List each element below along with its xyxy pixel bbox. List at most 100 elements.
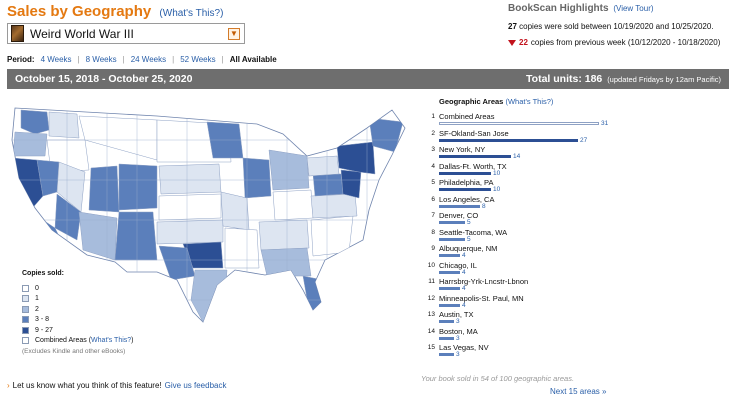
area-rank: 2 [431,129,435,137]
area-bar [439,138,578,142]
region-kansas [158,193,222,221]
area-value: 8 [482,202,486,210]
region-albuquerque [114,211,158,261]
total-units: Total units: 186 (updated Fridays by 12a… [526,73,721,85]
area-bar [439,122,599,125]
area-row[interactable]: 1 Combined Areas 31 [425,110,625,127]
legend-item: 3 - 8 [22,315,134,325]
legend-item: 0 [22,283,134,293]
weekly-copies-text: copies were sold between 10/19/2020 and … [519,22,714,31]
area-row[interactable]: 6 Los Angeles, CA 8 [425,193,625,210]
area-bar [439,287,460,290]
area-bar [439,336,454,340]
total-units-label: Total units: 186 [526,73,603,85]
area-row[interactable]: 14 Boston, MA 3 [425,325,625,342]
area-row[interactable]: 4 Dallas-Ft. Worth, TX 10 [425,160,625,177]
area-row[interactable]: 5 Philadelphia, PA 10 [425,176,625,193]
area-name: Harrsbrg-Yrk-Lncstr-Lbnon [439,277,529,286]
weekly-copies: 27 [508,22,517,31]
map-legend: Copies sold: 0 1 2 3 - 8 9 - 27 Combined… [22,270,134,355]
whats-this-link[interactable]: What's This? [162,8,221,19]
region-pittsburgh [306,155,340,177]
legend-item: 2 [22,304,134,314]
region-seattle [20,109,50,135]
book-cover-thumbnail [11,25,24,42]
area-row[interactable]: 10 Chicago, IL 4 [425,259,625,276]
divider: | [122,55,125,64]
region-harrisburg [312,173,344,197]
down-arrow-icon [508,39,516,46]
area-value: 4 [462,252,466,259]
area-value: 3 [456,318,460,325]
area-row[interactable]: 7 Denver, CO 5 [425,209,625,226]
divider: | [172,55,175,64]
highlight-week-change: 22 copies from previous week (10/12/2020… [508,38,720,47]
legend-swatch [22,305,29,313]
area-row[interactable]: 12 Minneapolis-St. Paul, MN 4 [425,292,625,309]
areas-title: Geographic Areas (What's This?) [439,97,553,106]
area-value: 10 [493,186,501,193]
areas-whats-this: (What's This?) [505,97,554,106]
summary-bar: October 15, 2018 - October 25, 2020 Tota… [7,69,729,89]
area-name: Los Angeles, CA [439,194,495,204]
period-all-available[interactable]: All Available [229,55,277,64]
page-title-text: Sales by Geography [7,3,152,20]
highlight-weekly-sales: 27 copies were sold between 10/19/2020 a… [508,22,714,31]
view-tour-link[interactable]: View Tour [616,4,651,13]
legend-label: 2 [35,305,39,313]
period-selector: Period: 4 Weeks | 8 Weeks | 24 Weeks | 5… [7,55,277,64]
area-name: Combined Areas [439,112,495,121]
area-row[interactable]: 8 Seattle-Tacoma, WA 5 [425,226,625,243]
period-4-weeks[interactable]: 4 Weeks [40,55,72,64]
legend-item: 1 [22,294,134,304]
give-feedback-link[interactable]: Give us feedback [164,381,227,390]
combined-whats-this-link[interactable]: What's This? [91,337,132,344]
book-select[interactable]: Weird World War III ▼ [7,23,245,44]
region-nashville [258,219,310,251]
areas-whats-this-link[interactable]: What's This? [507,97,551,106]
area-rank: 15 [427,344,435,351]
week-change-count: 22 [519,38,528,47]
period-8-weeks[interactable]: 8 Weeks [85,55,117,64]
area-value: 14 [513,153,521,160]
us-map[interactable] [7,100,419,350]
area-name: Philadelphia, PA [439,178,494,187]
region-omaha [158,163,222,195]
next-areas-link[interactable]: Next 15 areas » [550,387,607,396]
area-value: 4 [462,301,466,309]
area-value: 5 [467,219,471,226]
area-value: 3 [456,351,460,358]
area-name: Seattle-Tacoma, WA [439,227,508,237]
period-24-weeks[interactable]: 24 Weeks [130,55,167,64]
legend-label: 0 [35,284,39,292]
area-rank: 7 [431,212,435,219]
area-row[interactable]: 13 Austin, TX 3 [425,308,625,325]
area-bar [439,155,511,158]
chevron-down-icon[interactable]: ▼ [228,27,240,40]
area-row[interactable]: 9 Albuquerque, NM 4 [425,242,625,259]
region-spokane [48,111,80,139]
area-row[interactable]: 11 Harrsbrg-Yrk-Lncstr-Lbnon 4 [425,275,625,292]
region-ohio [272,189,314,221]
area-row[interactable]: 2 SF-Okland-San Jose 27 [425,127,625,144]
week-change-text: copies from previous week (10/12/2020 - … [530,38,721,47]
region-slc [88,165,120,213]
area-rank: 13 [427,311,435,318]
total-units-note: (updated Fridays by 12am Pacific) [607,75,721,84]
region-memphis [224,227,260,269]
area-name: Minneapolis-St. Paul, MN [439,293,524,303]
area-name: Albuquerque, NM [439,244,498,253]
area-value: 3 [456,334,460,342]
area-bar [439,353,454,356]
region-philadelphia [340,169,362,199]
area-row[interactable]: 15 Las Vegas, NV 3 [425,341,625,358]
area-name: Dallas-Ft. Worth, TX [439,161,507,171]
area-rank: 11 [428,278,435,285]
legend-excludes-note: (Excludes Kindle and other eBooks) [22,347,126,355]
region-denver [118,163,158,211]
area-rank: 12 [427,294,435,302]
area-name: Chicago, IL [439,260,477,270]
period-52-weeks[interactable]: 52 Weeks [180,55,216,64]
legend-swatch [22,295,29,302]
area-row[interactable]: 3 New York, NY 14 [425,143,625,160]
